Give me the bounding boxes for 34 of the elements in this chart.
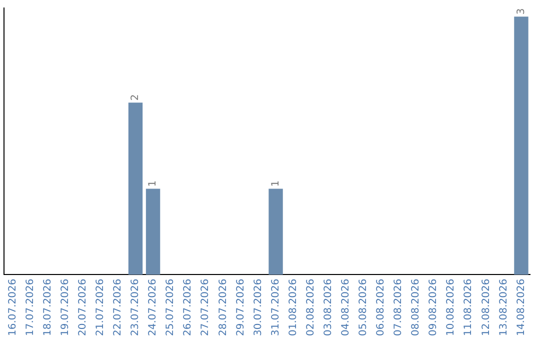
x-tick-label: 01.08.2026 <box>288 278 299 336</box>
x-tick-label: 28.07.2026 <box>218 278 229 336</box>
x-tick-label: 17.07.2026 <box>24 278 36 336</box>
data-label: 1 <box>148 180 159 187</box>
x-tick-label: 31.07.2026 <box>270 278 282 336</box>
x-tick-label: 29.07.2026 <box>235 278 246 336</box>
x-tick-label: 02.08.2026 <box>305 278 316 336</box>
data-label: 2 <box>130 94 142 101</box>
x-tick-label: 06.08.2026 <box>376 278 387 336</box>
data-label: 1 <box>270 180 282 187</box>
data-label: 3 <box>516 8 527 15</box>
x-tick-label: 04.08.2026 <box>340 278 352 336</box>
x-tick-label: 20.07.2026 <box>77 278 88 336</box>
x-tick-label: 08.08.2026 <box>410 278 422 336</box>
x-tick-label: 10.08.2026 <box>446 278 457 336</box>
x-tick-label: 03.08.2026 <box>322 278 334 336</box>
x-tick-label: 19.07.2026 <box>60 278 71 336</box>
x-tick-label: 18.07.2026 <box>42 278 54 336</box>
x-tick-label: 09.08.2026 <box>428 278 440 336</box>
x-tick-label: 07.08.2026 <box>393 278 404 336</box>
x-tick-label: 30.07.2026 <box>252 278 264 336</box>
x-tick-label: 12.08.2026 <box>480 278 492 336</box>
x-tick-label: 27.07.2026 <box>200 278 212 336</box>
x-tick-label: 25.07.2026 <box>165 278 176 336</box>
x-tick-label: 11.08.2026 <box>463 278 474 336</box>
x-tick-label: 16.07.2026 <box>7 278 18 336</box>
x-tick-label: 22.07.2026 <box>112 278 124 336</box>
x-tick-label: 24.07.2026 <box>148 278 159 336</box>
x-tick-label: 13.08.2026 <box>498 278 510 336</box>
x-tick-label: 14.08.2026 <box>516 278 527 336</box>
x-tick-label: 21.07.2026 <box>95 278 106 336</box>
x-tick-label: 05.08.2026 <box>358 278 370 336</box>
x-tick-label: 26.07.2026 <box>182 278 194 336</box>
x-tick-label: 23.07.2026 <box>130 278 142 336</box>
